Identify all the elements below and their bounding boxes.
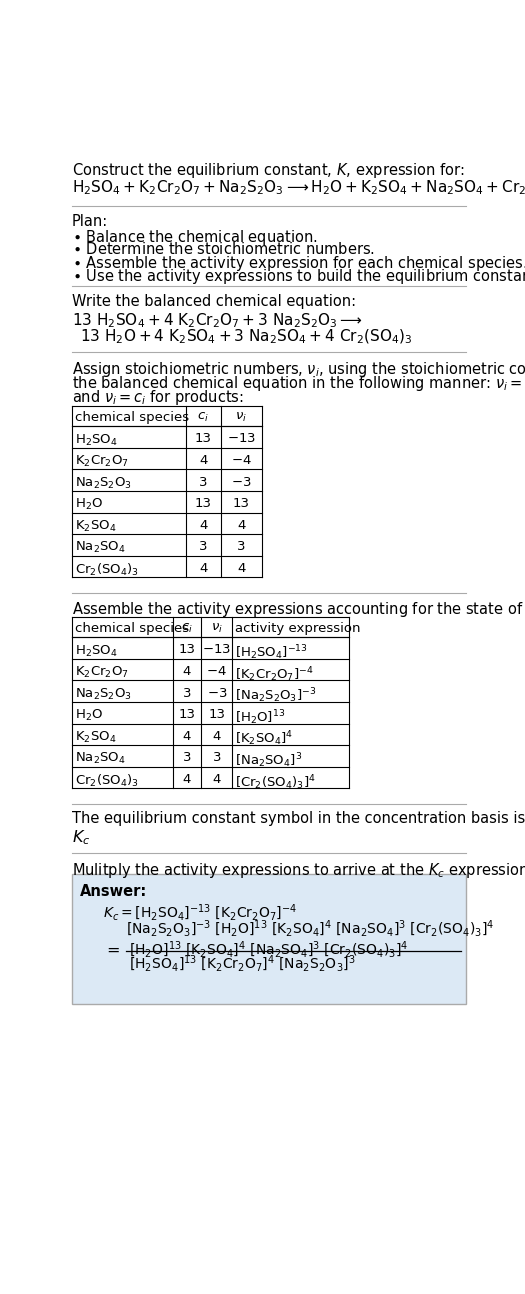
- Text: 3: 3: [199, 476, 207, 489]
- Text: 3: 3: [183, 687, 191, 700]
- Text: $[\mathrm{K_2Cr_2O_7}]^{-4}$: $[\mathrm{K_2Cr_2O_7}]^{-4}$: [235, 665, 314, 683]
- Text: $[\mathrm{Na_2SO_4}]^{3}$: $[\mathrm{Na_2SO_4}]^{3}$: [235, 752, 302, 770]
- Text: $\bullet$ Use the activity expressions to build the equilibrium constant express: $\bullet$ Use the activity expressions t…: [72, 267, 525, 286]
- Text: $=$: $=$: [103, 942, 120, 956]
- Text: 3: 3: [183, 752, 191, 765]
- Text: $c_i$: $c_i$: [181, 622, 193, 635]
- Text: 4: 4: [183, 665, 191, 678]
- Text: 4: 4: [237, 519, 245, 532]
- Text: $\mathrm{H_2O}$: $\mathrm{H_2O}$: [75, 497, 103, 512]
- Text: $\mathrm{13\ H_2O + 4\ K_2SO_4 + 3\ Na_2SO_4 + 4\ Cr_2(SO_4)_3}$: $\mathrm{13\ H_2O + 4\ K_2SO_4 + 3\ Na_2…: [80, 327, 412, 347]
- Text: $\mathrm{Cr_2(SO_4)_3}$: $\mathrm{Cr_2(SO_4)_3}$: [75, 773, 139, 789]
- Text: 13: 13: [195, 432, 212, 445]
- Text: $\mathrm{K_2Cr_2O_7}$: $\mathrm{K_2Cr_2O_7}$: [75, 665, 129, 681]
- Text: $-4$: $-4$: [206, 665, 227, 678]
- Text: Write the balanced chemical equation:: Write the balanced chemical equation:: [72, 294, 356, 309]
- Text: $-13$: $-13$: [227, 432, 256, 445]
- Text: 4: 4: [213, 773, 221, 785]
- Text: Assign stoichiometric numbers, $\nu_i$, using the stoichiometric coefficients, $: Assign stoichiometric numbers, $\nu_i$, …: [72, 360, 525, 379]
- Text: $[\mathrm{H_2SO_4}]^{13}\ [\mathrm{K_2Cr_2O_7}]^{4}\ [\mathrm{Na_2S_2O_3}]^{3}$: $[\mathrm{H_2SO_4}]^{13}\ [\mathrm{K_2Cr…: [129, 954, 356, 974]
- Text: $K_c$: $K_c$: [72, 828, 90, 848]
- Text: 3: 3: [199, 541, 207, 554]
- Text: $\mathrm{H_2SO_4}$: $\mathrm{H_2SO_4}$: [75, 643, 118, 659]
- Text: $\mathrm{Na_2S_2O_3}$: $\mathrm{Na_2S_2O_3}$: [75, 476, 132, 490]
- Text: activity expression: activity expression: [235, 622, 361, 635]
- Text: $\mathrm{Na_2S_2O_3}$: $\mathrm{Na_2S_2O_3}$: [75, 687, 132, 701]
- Text: $\mathrm{Na_2SO_4}$: $\mathrm{Na_2SO_4}$: [75, 541, 125, 555]
- Text: $K_c = [\mathrm{H_2SO_4}]^{-13}\ [\mathrm{K_2Cr_2O_7}]^{-4}$: $K_c = [\mathrm{H_2SO_4}]^{-13}\ [\mathr…: [103, 902, 297, 923]
- Text: the balanced chemical equation in the following manner: $\nu_i = -c_i$ for react: the balanced chemical equation in the fo…: [72, 374, 525, 393]
- Text: $\nu_i$: $\nu_i$: [235, 411, 247, 424]
- Text: 4: 4: [199, 454, 207, 467]
- Text: $[\mathrm{H_2SO_4}]^{-13}$: $[\mathrm{H_2SO_4}]^{-13}$: [235, 643, 308, 663]
- Text: and $\nu_i = c_i$ for products:: and $\nu_i = c_i$ for products:: [72, 388, 244, 406]
- Text: $-4$: $-4$: [231, 454, 251, 467]
- Text: $\mathrm{H_2SO_4}$: $\mathrm{H_2SO_4}$: [75, 432, 118, 448]
- Text: chemical species: chemical species: [75, 622, 189, 635]
- Text: $[\mathrm{H_2O}]^{13}\ [\mathrm{K_2SO_4}]^{4}\ [\mathrm{Na_2SO_4}]^{3}\ [\mathrm: $[\mathrm{H_2O}]^{13}\ [\mathrm{K_2SO_4}…: [129, 939, 408, 960]
- Text: $[\mathrm{Cr_2(SO_4)_3}]^{4}$: $[\mathrm{Cr_2(SO_4)_3}]^{4}$: [235, 773, 316, 792]
- Text: $\nu_i$: $\nu_i$: [211, 622, 223, 635]
- Text: $-13$: $-13$: [202, 643, 231, 656]
- Text: 13: 13: [233, 497, 250, 510]
- Text: $\bullet$ Balance the chemical equation.: $\bullet$ Balance the chemical equation.: [72, 228, 317, 247]
- Text: Construct the equilibrium constant, $K$, expression for:: Construct the equilibrium constant, $K$,…: [72, 162, 465, 180]
- Text: 13: 13: [208, 708, 225, 721]
- Text: $\mathrm{Cr_2(SO_4)_3}$: $\mathrm{Cr_2(SO_4)_3}$: [75, 562, 139, 578]
- Text: 4: 4: [183, 730, 191, 743]
- Text: $\mathrm{K_2SO_4}$: $\mathrm{K_2SO_4}$: [75, 519, 117, 534]
- Text: $\bullet$ Determine the stoichiometric numbers.: $\bullet$ Determine the stoichiometric n…: [72, 241, 375, 256]
- Text: $[\mathrm{H_2O}]^{13}$: $[\mathrm{H_2O}]^{13}$: [235, 708, 286, 727]
- Text: $\mathrm{H_2SO_4 + K_2Cr_2O_7 + Na_2S_2O_3 \longrightarrow H_2O + K_2SO_4 + Na_2: $\mathrm{H_2SO_4 + K_2Cr_2O_7 + Na_2S_2O…: [72, 179, 525, 197]
- Text: 13: 13: [178, 708, 195, 721]
- Text: 4: 4: [237, 562, 245, 575]
- Text: $\mathrm{K_2SO_4}$: $\mathrm{K_2SO_4}$: [75, 730, 117, 745]
- Text: 3: 3: [237, 541, 245, 554]
- FancyBboxPatch shape: [72, 875, 466, 1004]
- Text: chemical species: chemical species: [75, 411, 189, 424]
- Text: Answer:: Answer:: [80, 884, 147, 899]
- Text: $[\mathrm{Na_2S_2O_3}]^{-3}\ [\mathrm{H_2O}]^{13}\ [\mathrm{K_2SO_4}]^{4}\ [\mat: $[\mathrm{Na_2S_2O_3}]^{-3}\ [\mathrm{H_…: [126, 919, 495, 938]
- Text: $\mathrm{Na_2SO_4}$: $\mathrm{Na_2SO_4}$: [75, 752, 125, 766]
- Text: Mulitply the activity expressions to arrive at the $K_c$ expression:: Mulitply the activity expressions to arr…: [72, 861, 525, 880]
- Text: 4: 4: [183, 773, 191, 785]
- Text: $-3$: $-3$: [231, 476, 251, 489]
- Text: Plan:: Plan:: [72, 214, 108, 229]
- Text: $\bullet$ Assemble the activity expression for each chemical species.: $\bullet$ Assemble the activity expressi…: [72, 254, 525, 273]
- Text: $[\mathrm{K_2SO_4}]^{4}$: $[\mathrm{K_2SO_4}]^{4}$: [235, 730, 293, 748]
- Text: The equilibrium constant symbol in the concentration basis is:: The equilibrium constant symbol in the c…: [72, 811, 525, 827]
- Text: 4: 4: [199, 562, 207, 575]
- Text: 4: 4: [213, 730, 221, 743]
- Text: $\mathrm{K_2Cr_2O_7}$: $\mathrm{K_2Cr_2O_7}$: [75, 454, 129, 470]
- Text: Assemble the activity expressions accounting for the state of matter and $\nu_i$: Assemble the activity expressions accoun…: [72, 600, 525, 620]
- Text: $\mathrm{H_2O}$: $\mathrm{H_2O}$: [75, 708, 103, 723]
- Text: 13: 13: [195, 497, 212, 510]
- Text: $[\mathrm{Na_2S_2O_3}]^{-3}$: $[\mathrm{Na_2S_2O_3}]^{-3}$: [235, 687, 317, 705]
- Text: 13: 13: [178, 643, 195, 656]
- Text: 4: 4: [199, 519, 207, 532]
- Text: $c_i$: $c_i$: [197, 411, 209, 424]
- Text: $-3$: $-3$: [206, 687, 227, 700]
- Text: $\mathrm{13\ H_2SO_4 + 4\ K_2Cr_2O_7 + 3\ Na_2S_2O_3 \longrightarrow}$: $\mathrm{13\ H_2SO_4 + 4\ K_2Cr_2O_7 + 3…: [72, 311, 363, 330]
- Text: 3: 3: [213, 752, 221, 765]
